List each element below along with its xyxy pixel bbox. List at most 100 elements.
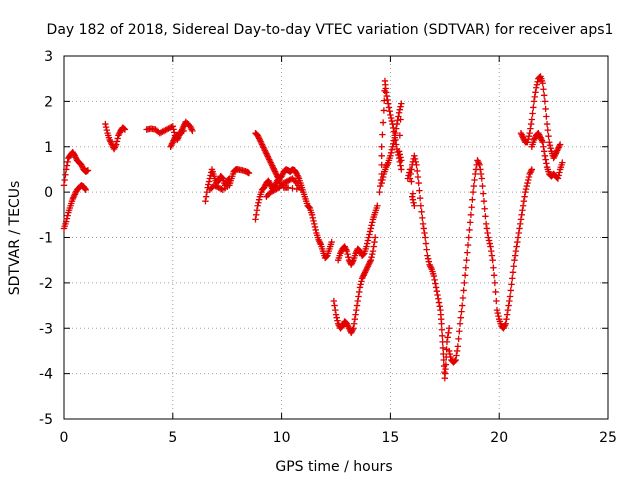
data-point	[369, 247, 377, 255]
data-point	[532, 84, 540, 91]
data-point	[420, 225, 427, 232]
axis-ticks	[63, 55, 609, 420]
data-point	[459, 294, 467, 302]
data-point	[495, 312, 502, 320]
data-point	[554, 175, 562, 182]
data-point	[453, 347, 461, 355]
data-point	[371, 238, 378, 246]
data-point	[309, 214, 316, 222]
data-points	[60, 73, 566, 382]
data-point	[431, 276, 438, 284]
data-point	[529, 110, 536, 117]
data-point	[363, 240, 371, 247]
data-point	[471, 176, 478, 184]
x-tick-label: 10	[273, 430, 291, 446]
data-point	[456, 328, 463, 335]
data-point	[344, 250, 351, 258]
data-point	[542, 156, 549, 163]
data-point	[406, 166, 414, 173]
data-point	[84, 167, 92, 174]
data-point	[366, 228, 374, 235]
data-point	[509, 269, 517, 276]
data-point	[507, 287, 515, 294]
data-point	[519, 202, 527, 209]
data-point	[414, 167, 421, 175]
x-axis-label: GPS time / hours	[275, 459, 392, 475]
data-point	[331, 302, 338, 309]
data-point	[463, 256, 470, 264]
data-point	[396, 158, 404, 166]
data-point	[424, 252, 431, 259]
y-tick-label: -1	[39, 231, 53, 247]
data-point	[218, 185, 225, 193]
data-point	[390, 137, 398, 144]
data-point	[171, 129, 178, 136]
data-point	[380, 107, 388, 114]
data-point	[440, 350, 447, 358]
data-point	[356, 288, 363, 296]
data-point	[396, 106, 404, 113]
data-point	[389, 143, 396, 150]
data-point	[350, 320, 358, 327]
data-point	[521, 193, 528, 200]
data-point	[405, 172, 412, 179]
x-tick-label: 0	[60, 430, 69, 446]
data-point	[491, 279, 499, 287]
data-point	[297, 186, 305, 194]
data-point	[364, 237, 372, 244]
data-point	[345, 253, 352, 261]
data-point	[452, 356, 459, 364]
data-point	[451, 357, 459, 364]
data-point	[378, 152, 385, 160]
data-point	[466, 219, 474, 226]
data-point	[310, 217, 317, 225]
data-point	[461, 272, 469, 279]
data-point	[255, 199, 262, 206]
data-point	[423, 246, 430, 253]
data-point	[411, 155, 419, 163]
data-point	[356, 284, 364, 291]
data-point	[527, 120, 535, 128]
data-point	[370, 243, 377, 250]
data-point	[519, 207, 526, 214]
data-point	[395, 148, 403, 155]
y-tick-label: -3	[39, 321, 53, 337]
data-point	[418, 208, 425, 215]
data-point	[439, 344, 447, 352]
data-point	[422, 234, 429, 241]
data-point	[468, 204, 475, 211]
data-point	[539, 139, 546, 146]
data-point	[276, 177, 283, 184]
data-point	[435, 295, 442, 302]
data-point	[386, 108, 393, 115]
data-point	[179, 128, 186, 135]
data-point	[188, 126, 195, 133]
data-point	[539, 80, 546, 87]
data-point	[546, 142, 554, 149]
data-point	[343, 247, 351, 255]
data-point	[510, 263, 517, 270]
data-point	[253, 211, 260, 219]
data-point	[482, 213, 489, 220]
data-point	[350, 325, 357, 332]
data-point	[394, 117, 401, 124]
data-point	[255, 196, 263, 203]
data-point	[543, 120, 551, 128]
data-point	[492, 288, 499, 296]
data-point	[360, 250, 367, 258]
data-point	[311, 220, 318, 228]
data-point	[293, 185, 301, 193]
data-point	[533, 81, 541, 88]
data-point	[385, 104, 393, 111]
data-point	[525, 132, 533, 140]
data-point	[559, 159, 566, 166]
data-point	[425, 258, 433, 265]
data-point	[547, 145, 554, 152]
data-point	[388, 146, 396, 153]
data-point	[387, 114, 395, 122]
data-point	[388, 117, 396, 125]
data-point	[383, 92, 390, 100]
data-point	[395, 109, 403, 116]
data-point	[482, 220, 490, 228]
data-point	[525, 176, 532, 184]
